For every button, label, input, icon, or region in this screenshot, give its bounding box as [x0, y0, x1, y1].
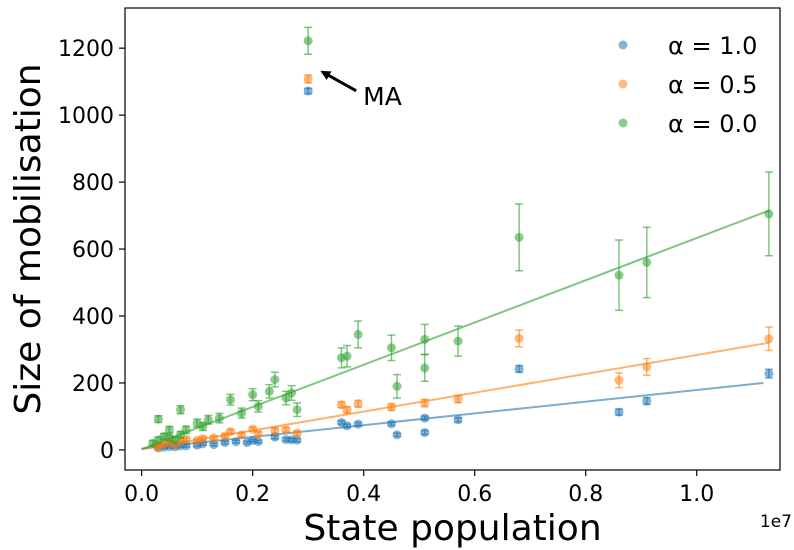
data-point-series-0: [420, 413, 430, 423]
data-point-series-0: [353, 419, 363, 429]
data-point-series-2: [453, 336, 463, 346]
data-point-series-1: [253, 429, 263, 439]
annotation-label: MA: [363, 82, 402, 111]
fit-line-series-2: [141, 209, 770, 451]
data-point-series-0: [231, 437, 241, 447]
x-tick-label: 0.8: [568, 482, 603, 507]
fit-line-series-0: [141, 381, 764, 450]
y-axis-ticks: 0 200 400 600 800 1000 1200: [58, 37, 125, 464]
x-axis-offset-label: 1e7: [760, 512, 792, 532]
data-point-series-2: [614, 270, 624, 280]
annotation-arrow: [320, 70, 357, 93]
x-tick-label: 0.0: [124, 482, 159, 507]
data-point-series-2: [642, 257, 652, 267]
data-point-series-2: [237, 408, 247, 418]
data-point-series-1: [514, 333, 524, 343]
data-point-series-0: [209, 440, 219, 450]
data-point-series-0: [642, 396, 652, 406]
data-point-series-0: [292, 435, 302, 445]
data-point-series-1: [292, 428, 302, 438]
data-point-series-2: [353, 329, 363, 339]
data-point-series-2: [248, 390, 258, 400]
data-point-series-0: [392, 430, 402, 440]
data-point-series-1: [225, 427, 235, 436]
data-point-series-1: [281, 425, 291, 435]
data-point-series-1: [353, 399, 363, 409]
legend-marker-series-0: [618, 40, 628, 50]
y-tick-label: 0: [100, 439, 114, 464]
y-tick-label: 200: [72, 372, 114, 397]
data-point-series-0: [253, 437, 263, 447]
y-tick-label: 800: [72, 171, 114, 196]
data-points: [148, 36, 774, 453]
data-point-series-2: [153, 414, 163, 424]
data-point-series-2: [392, 381, 402, 391]
data-point-series-1: [386, 402, 396, 412]
data-point-series-1: [237, 430, 247, 440]
data-point-series-2: [253, 401, 263, 411]
data-point-series-2: [270, 375, 280, 385]
data-point-series-0: [220, 438, 230, 448]
x-axis-ticks: 0.0 0.2 0.4 0.6 0.8 1.0: [124, 470, 714, 507]
data-point-series-1: [420, 398, 430, 408]
x-tick-label: 0.2: [235, 482, 270, 507]
data-point-series-1: [614, 375, 624, 385]
data-point-series-1: [303, 74, 313, 84]
data-point-series-2: [264, 386, 274, 396]
data-point-series-0: [342, 421, 352, 431]
data-point-series-0: [386, 419, 396, 429]
legend: α = 1.0 α = 0.5 α = 0.0: [618, 32, 757, 138]
data-point-series-0: [514, 364, 524, 374]
y-tick-label: 1200: [58, 37, 114, 62]
y-tick-label: 400: [72, 305, 114, 330]
legend-marker-series-2: [618, 118, 628, 128]
data-point-series-0: [420, 428, 430, 438]
annotation-group: MA: [320, 70, 402, 111]
data-point-series-2: [420, 334, 430, 344]
data-point-series-0: [453, 415, 463, 425]
y-tick-label: 600: [72, 238, 114, 263]
data-point-series-1: [198, 434, 208, 444]
x-tick-label: 0.4: [346, 482, 381, 507]
data-point-series-2: [203, 415, 213, 425]
data-point-series-1: [209, 433, 219, 443]
data-point-series-2: [176, 405, 186, 415]
legend-marker-series-1: [618, 79, 628, 89]
data-point-series-2: [292, 405, 302, 415]
x-tick-label: 1.0: [679, 482, 714, 507]
y-tick-label: 1000: [58, 104, 114, 129]
data-point-series-0: [303, 86, 313, 96]
data-point-series-0: [270, 432, 280, 442]
data-point-series-2: [181, 425, 191, 435]
data-point-series-1: [342, 405, 352, 415]
data-point-series-2: [514, 232, 524, 242]
legend-label-series-2: α = 0.0: [668, 110, 757, 138]
data-point-series-2: [164, 425, 174, 435]
data-point-series-2: [214, 413, 224, 423]
data-point-series-0: [614, 407, 624, 417]
data-point-series-2: [225, 395, 235, 405]
legend-label-series-1: α = 0.5: [668, 71, 757, 99]
data-point-series-2: [420, 363, 430, 373]
data-point-series-1: [453, 394, 463, 404]
fit-lines: [141, 209, 770, 451]
data-point-series-1: [642, 362, 652, 372]
data-point-series-1: [764, 334, 774, 344]
y-axis-label: Size of mobilisation: [8, 63, 49, 414]
data-point-series-2: [303, 36, 313, 46]
data-point-series-2: [287, 388, 297, 398]
legend-label-series-0: α = 1.0: [668, 32, 757, 60]
data-point-series-2: [764, 209, 774, 219]
data-point-series-2: [198, 421, 208, 431]
data-point-series-2: [342, 351, 352, 361]
x-tick-label: 0.6: [457, 482, 492, 507]
data-point-series-0: [764, 369, 774, 379]
plot-frame: [124, 7, 781, 471]
data-point-series-2: [386, 343, 396, 353]
data-point-series-1: [270, 425, 280, 435]
x-axis-label: State population: [303, 508, 601, 549]
